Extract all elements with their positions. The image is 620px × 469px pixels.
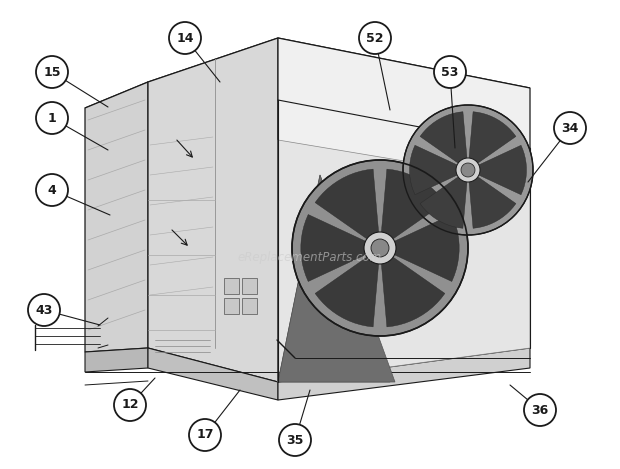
Bar [242, 278, 257, 294]
Text: 52: 52 [366, 31, 384, 45]
Circle shape [461, 163, 475, 177]
Polygon shape [420, 112, 468, 170]
Bar [224, 278, 239, 294]
Polygon shape [301, 214, 380, 281]
Circle shape [36, 174, 68, 206]
Polygon shape [380, 248, 445, 327]
Polygon shape [315, 248, 380, 327]
Polygon shape [148, 348, 278, 400]
Polygon shape [148, 38, 278, 382]
Polygon shape [278, 175, 390, 382]
Text: 36: 36 [531, 403, 549, 416]
Text: 34: 34 [561, 121, 578, 135]
Text: 17: 17 [197, 429, 214, 441]
Circle shape [279, 424, 311, 456]
Polygon shape [380, 169, 445, 248]
Circle shape [36, 56, 68, 88]
Polygon shape [278, 175, 395, 382]
Polygon shape [380, 214, 459, 281]
Circle shape [403, 105, 533, 235]
Text: 35: 35 [286, 433, 304, 446]
Circle shape [36, 102, 68, 134]
Text: 12: 12 [122, 399, 139, 411]
Polygon shape [468, 112, 516, 170]
Text: 1: 1 [48, 112, 56, 124]
Polygon shape [468, 170, 516, 228]
Text: 43: 43 [35, 303, 53, 317]
Bar [242, 298, 257, 314]
Polygon shape [278, 38, 530, 382]
Circle shape [292, 160, 468, 336]
Text: 53: 53 [441, 66, 459, 78]
Circle shape [364, 232, 396, 264]
Polygon shape [278, 348, 530, 400]
Polygon shape [315, 169, 380, 248]
Text: 15: 15 [43, 66, 61, 78]
Bar [224, 298, 239, 314]
Circle shape [189, 419, 221, 451]
Polygon shape [85, 82, 148, 352]
Text: 14: 14 [176, 31, 193, 45]
Circle shape [554, 112, 586, 144]
Polygon shape [278, 140, 530, 382]
Polygon shape [468, 145, 526, 195]
Circle shape [434, 56, 466, 88]
Text: eReplacementParts.com: eReplacementParts.com [238, 251, 382, 265]
Polygon shape [85, 348, 148, 372]
Text: 4: 4 [48, 183, 56, 197]
Polygon shape [85, 38, 530, 108]
Polygon shape [420, 170, 468, 228]
Circle shape [114, 389, 146, 421]
Polygon shape [410, 145, 468, 195]
Circle shape [524, 394, 556, 426]
Circle shape [359, 22, 391, 54]
Circle shape [28, 294, 60, 326]
Circle shape [371, 239, 389, 257]
Circle shape [169, 22, 201, 54]
Circle shape [456, 158, 480, 182]
